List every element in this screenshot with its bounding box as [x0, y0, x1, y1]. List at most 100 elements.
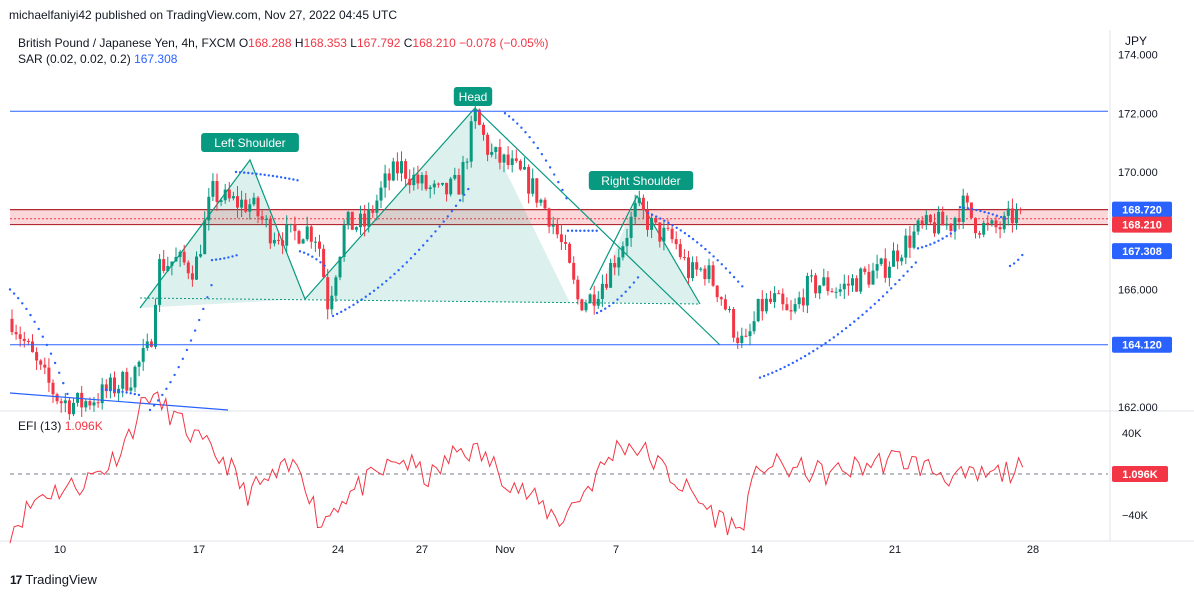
candle-body	[141, 348, 145, 362]
sar-dot	[463, 193, 466, 196]
sar-dot	[857, 317, 860, 320]
sar-dot	[608, 304, 611, 308]
candle-body	[666, 227, 670, 229]
sar-dot	[873, 302, 876, 306]
sar-dot	[165, 387, 168, 391]
candle-body	[682, 256, 686, 258]
sar-dot	[849, 323, 852, 327]
sar-dot	[364, 295, 367, 298]
candle-body	[625, 237, 629, 247]
candle-body	[810, 275, 813, 277]
candle-body	[719, 297, 723, 300]
sar-dot	[516, 122, 519, 125]
candle-body	[633, 203, 637, 217]
sar-dot	[263, 173, 266, 177]
candle-body	[621, 246, 625, 258]
candle-body	[711, 265, 715, 286]
candle-body	[658, 222, 662, 242]
candle-body	[482, 124, 485, 135]
candle-body	[223, 189, 227, 201]
candle-body	[154, 304, 157, 347]
sar-dot	[828, 339, 831, 342]
sar-dot	[223, 257, 226, 260]
candle-body	[297, 231, 301, 244]
candle-body	[441, 182, 444, 185]
sar-dot	[953, 229, 957, 233]
right-shoulder-shape-fill	[595, 196, 700, 304]
sar-dot	[987, 212, 990, 215]
candle-body	[646, 209, 649, 230]
sar-dot	[683, 231, 687, 235]
low-label: L	[350, 36, 357, 50]
candle-body	[699, 268, 703, 270]
tradingview-brand[interactable]: 17 TradingView	[10, 572, 97, 587]
sar-dot	[890, 287, 893, 290]
sar-dot	[185, 348, 189, 352]
sar-dot	[906, 270, 909, 273]
sar-dot	[732, 275, 736, 279]
sar-dot	[737, 280, 740, 283]
efi-label[interactable]: EFI (13)	[18, 419, 62, 433]
sar-dot	[675, 226, 678, 229]
sar-dot	[894, 283, 897, 286]
currency-label: JPY	[1125, 34, 1148, 48]
sar-dot	[898, 278, 901, 282]
candle-body	[236, 196, 239, 208]
candle-body	[613, 263, 617, 268]
change-value: −0.078 (−0.05%)	[459, 36, 549, 50]
candle-body	[289, 224, 293, 226]
candle-body	[777, 293, 781, 295]
sar-dot	[579, 229, 582, 232]
sar-dot	[816, 347, 819, 350]
x-tick-label: 21	[889, 544, 901, 556]
sar-dot	[767, 373, 770, 376]
sar-dot	[109, 388, 112, 392]
candle-body	[22, 338, 26, 341]
candle-body	[121, 371, 125, 389]
sar-dot	[595, 229, 598, 232]
sar-dot	[177, 365, 180, 369]
candle-body	[211, 181, 215, 197]
candle-body	[473, 109, 477, 122]
sar-dot	[624, 290, 627, 293]
symbol-legend: British Pound / Japanese Yen, 4h, FXCM O…	[18, 35, 549, 67]
sar-label[interactable]: SAR (0.02, 0.02, 0.2)	[18, 52, 131, 66]
candle-body	[84, 401, 88, 408]
candle-body	[764, 298, 768, 312]
sar-dot	[741, 285, 744, 288]
candle-body	[1006, 208, 1010, 216]
candle-body	[1015, 209, 1018, 224]
candle-body	[326, 277, 330, 310]
candle-body	[945, 223, 949, 226]
candle-body	[391, 161, 395, 181]
x-tick-label: 14	[751, 544, 763, 556]
sar-dot	[360, 298, 363, 301]
brand-name: TradingView	[25, 572, 97, 587]
sar-dot	[716, 259, 719, 262]
sar-dot	[967, 207, 970, 210]
sar-dot	[620, 294, 623, 298]
candle-body	[851, 278, 854, 286]
annotation-box	[588, 171, 694, 190]
candle-body	[555, 225, 559, 235]
sar-dot	[210, 258, 214, 262]
price-label-box	[1112, 216, 1172, 233]
candle-body	[305, 226, 309, 240]
candle-body	[531, 178, 535, 194]
symbol-title[interactable]: British Pound / Japanese Yen, 4h, FXCM	[18, 36, 236, 50]
candle-body	[59, 401, 63, 404]
candle-body	[412, 174, 416, 186]
sar-dot	[708, 251, 711, 254]
candle-body	[760, 298, 764, 312]
candle-body	[108, 377, 112, 392]
candle-body	[174, 256, 178, 262]
sar-dot	[865, 310, 868, 313]
sar-dot	[812, 349, 815, 353]
x-tick-label: 24	[332, 544, 344, 556]
sar-dot	[235, 254, 238, 257]
sar-dot	[995, 214, 999, 217]
sar-dot	[1008, 264, 1012, 268]
y-tick-label: 172.000	[1118, 108, 1158, 120]
candle-body	[26, 340, 30, 342]
